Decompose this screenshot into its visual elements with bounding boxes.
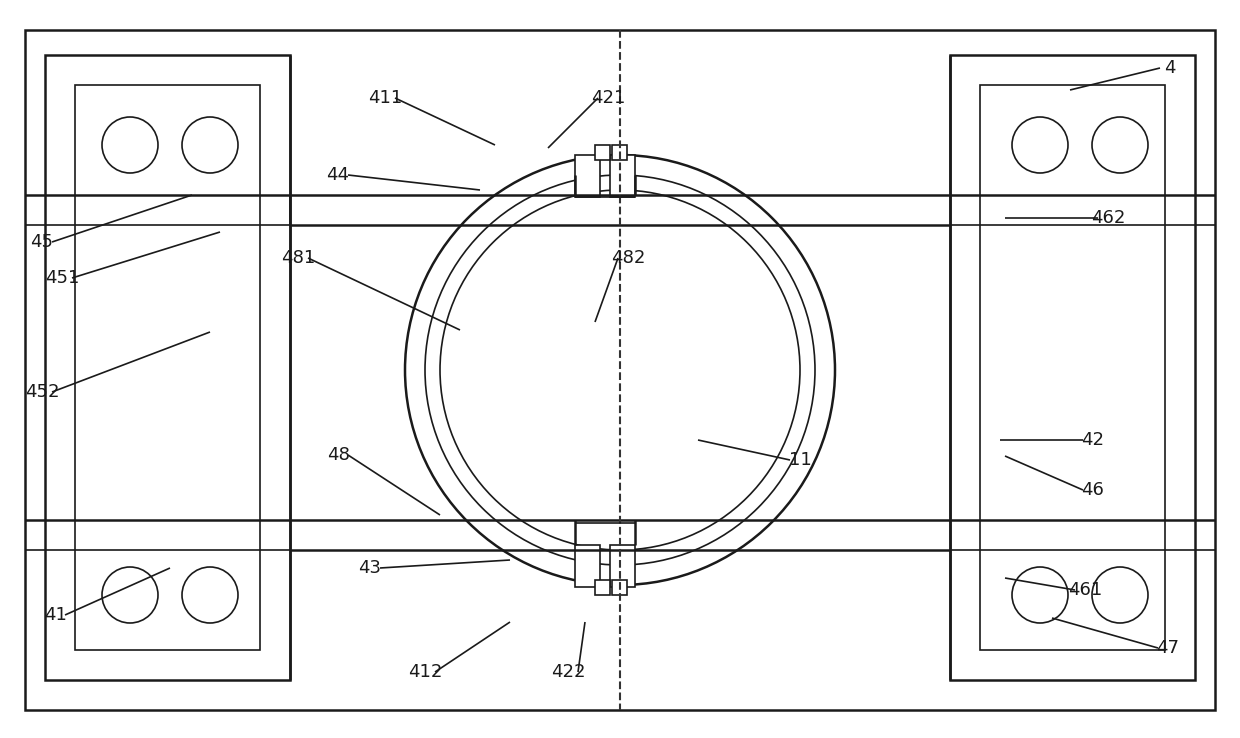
Circle shape: [1012, 567, 1068, 623]
Text: 47: 47: [1157, 639, 1179, 657]
Bar: [575, 545, 600, 587]
Bar: [595, 145, 610, 160]
Text: 482: 482: [611, 249, 645, 267]
Bar: [950, 55, 1195, 680]
Bar: [613, 580, 627, 595]
Text: 461: 461: [1068, 581, 1102, 599]
Circle shape: [182, 567, 238, 623]
Text: 412: 412: [408, 663, 443, 681]
Bar: [610, 155, 635, 197]
Text: 422: 422: [551, 663, 585, 681]
Circle shape: [182, 117, 238, 173]
Bar: [980, 85, 1166, 650]
Circle shape: [1092, 117, 1148, 173]
Text: 462: 462: [1091, 209, 1125, 227]
Circle shape: [1092, 567, 1148, 623]
Circle shape: [405, 155, 835, 585]
Text: 481: 481: [281, 249, 315, 267]
Text: 452: 452: [25, 383, 60, 401]
Bar: [45, 55, 290, 680]
Text: 4: 4: [1164, 59, 1176, 77]
Circle shape: [102, 117, 157, 173]
Bar: [575, 155, 600, 197]
Text: 411: 411: [368, 89, 402, 107]
Text: 41: 41: [43, 606, 67, 624]
Bar: [610, 545, 635, 587]
Text: 44: 44: [326, 166, 350, 184]
Text: 451: 451: [45, 269, 79, 287]
Bar: [74, 85, 260, 650]
Text: 45: 45: [31, 233, 53, 251]
Bar: [613, 145, 627, 160]
Text: 11: 11: [789, 451, 811, 469]
Text: 46: 46: [1081, 481, 1105, 499]
Text: 421: 421: [590, 89, 625, 107]
Circle shape: [1012, 117, 1068, 173]
Bar: [595, 580, 610, 595]
Text: 48: 48: [326, 446, 350, 464]
Text: 43: 43: [358, 559, 382, 577]
Circle shape: [102, 567, 157, 623]
Text: 42: 42: [1081, 431, 1105, 449]
